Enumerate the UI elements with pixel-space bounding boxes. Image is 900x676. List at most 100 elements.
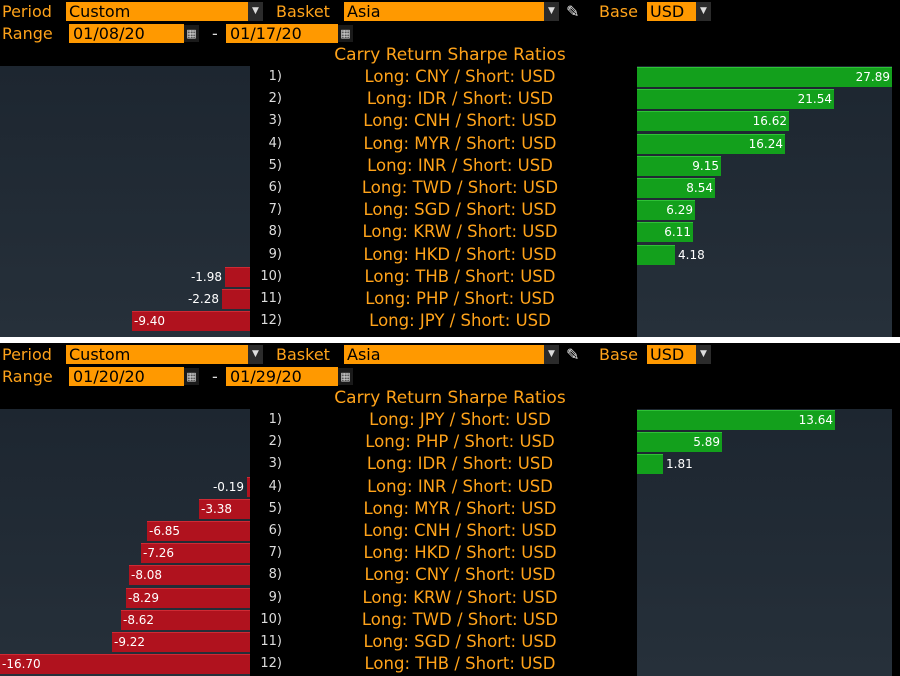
range-end-field[interactable]: 01/17/20 [226,24,338,43]
range-label: Range [2,367,53,386]
currency-pair-label[interactable]: Long: TWD / Short: USD [361,178,559,197]
sharpe-value-label: -16.70 [2,657,41,672]
row-rank: 11) [260,634,282,649]
sharpe-bar [637,133,785,154]
currency-pair-label[interactable]: Long: IDR / Short: USD [366,89,554,109]
currency-pair-label[interactable]: Long: IDR / Short: USD [366,454,554,474]
sharpe-bar [225,266,250,287]
currency-pair-label[interactable]: Long: PHP / Short: USD [365,432,555,452]
sharpe-bar [126,587,250,608]
negative-bar-area [0,409,250,676]
sharpe-bar [637,410,835,430]
currency-pair-label[interactable]: Long: MYR / Short: USD [363,133,557,153]
pencil-icon[interactable]: ✎ [566,2,580,21]
row-rank: 8) [268,567,282,583]
row-rank: 11) [260,291,282,306]
row-rank: 3) [268,456,282,472]
sharpe-bar [637,67,892,87]
chevron-down-icon[interactable]: ▼ [696,2,711,21]
range-end-field[interactable]: 01/29/20 [226,367,338,386]
currency-pair-label[interactable]: Long: TWD / Short: USD [361,609,559,629]
sharpe-value-label: -7.26 [143,546,175,561]
currency-pair-label[interactable]: Long: CNY / Short: USD [364,565,556,585]
basket-label: Basket [276,2,330,21]
range-end-value: 01/17/20 [230,24,302,43]
basket-dropdown[interactable]: Asia ▼ [344,2,559,21]
range-start-field[interactable]: 01/08/20 [69,24,184,43]
currency-pair-label[interactable]: Long: THB / Short: USD [364,266,556,286]
calendar-icon[interactable]: ▦ [338,25,353,42]
pencil-icon[interactable]: ✎ [566,345,580,364]
chevron-down-icon[interactable]: ▼ [544,2,559,21]
sharpe-bar [637,178,715,198]
row-rank: 7) [268,545,282,561]
sharpe-bar [637,111,789,132]
sharpe-value-label: -6.85 [149,524,181,538]
chevron-down-icon[interactable]: ▼ [248,345,263,364]
range-label: Range [2,24,53,43]
range-start-field[interactable]: 01/20/20 [69,367,184,386]
range-separator: - [212,367,218,386]
basket-label: Basket [276,345,330,364]
currency-pair-label[interactable]: Long: HKD / Short: USD [363,543,557,563]
chart-panel: Period Custom ▼ Basket Asia ▼ ✎ Base USD ▼ Range 01… [0,343,900,676]
sharpe-value-label: 16.24 [748,136,783,151]
sharpe-value-label: -9.40 [134,314,166,329]
base-dropdown[interactable]: USD ▼ [647,345,711,364]
currency-pair-label[interactable]: Long: JPY / Short: USD [369,410,551,429]
period-dropdown[interactable]: Custom ▼ [66,2,263,21]
sharpe-bar [199,498,250,519]
row-rank: 9) [268,589,282,605]
sharpe-bar [112,632,250,652]
sharpe-bar [637,89,834,110]
row-rank: 5) [268,500,282,516]
chevron-down-icon[interactable]: ▼ [544,345,559,364]
calendar-icon[interactable]: ▦ [184,368,199,385]
sharpe-value-label: 16.62 [752,114,787,129]
negative-bar-area [0,66,250,337]
currency-pair-label[interactable]: Long: HKD / Short: USD [363,244,557,264]
currency-pair-label[interactable]: Long: PHP / Short: USD [365,289,555,308]
period-value: Custom [69,2,131,21]
currency-pair-label[interactable]: Long: CNH / Short: USD [363,111,557,131]
sharpe-bar [222,289,250,309]
currency-pair-label[interactable]: Long: SGD / Short: USD [363,632,557,651]
currency-pair-label[interactable]: Long: INR / Short: USD [367,155,553,175]
basket-dropdown[interactable]: Asia ▼ [344,345,559,364]
range-end-value: 01/29/20 [230,367,302,386]
currency-pair-label[interactable]: Long: SGD / Short: USD [363,200,557,220]
row-rank: 10) [260,268,282,284]
currency-pair-label[interactable]: Long: JPY / Short: USD [369,311,551,331]
sharpe-bar [637,200,695,221]
range-start-value: 01/20/20 [73,367,145,386]
chevron-down-icon[interactable]: ▼ [248,2,263,21]
row-rank: 8) [268,224,282,240]
sharpe-value-label: 4.18 [678,247,705,262]
base-dropdown[interactable]: USD ▼ [647,2,711,21]
row-rank: 10) [260,611,282,627]
currency-pair-label[interactable]: Long: KRW / Short: USD [362,587,558,607]
sharpe-bar [247,476,250,497]
sharpe-value-label: 6.11 [664,225,691,240]
calendar-icon[interactable]: ▦ [184,25,199,42]
currency-pair-label[interactable]: Long: INR / Short: USD [367,476,553,496]
sharpe-bar [147,521,250,541]
row-rank: 5) [268,157,282,173]
base-label: Base [599,2,638,21]
sharpe-value-label: 6.29 [666,203,693,218]
range-row: Range 01/08/20 ▦ -01/17/20 ▦ [0,23,900,45]
row-rank: 1) [268,69,282,84]
period-dropdown[interactable]: Custom ▼ [66,345,263,364]
currency-pair-label[interactable]: Long: CNH / Short: USD [363,521,557,540]
currency-pair-label[interactable]: Long: MYR / Short: USD [363,498,557,518]
currency-pair-label[interactable]: Long: THB / Short: USD [364,654,556,674]
chevron-down-icon[interactable]: ▼ [696,345,711,364]
chart-title: Carry Return Sharpe Ratios [334,388,566,408]
calendar-icon[interactable]: ▦ [338,368,353,385]
row-rank: 3) [268,113,282,129]
sharpe-value-label: -8.62 [123,612,155,627]
sharpe-bar [132,311,250,332]
currency-pair-label[interactable]: Long: KRW / Short: USD [362,222,558,242]
currency-pair-label[interactable]: Long: CNY / Short: USD [364,67,556,86]
row-rank: 4) [268,478,282,494]
